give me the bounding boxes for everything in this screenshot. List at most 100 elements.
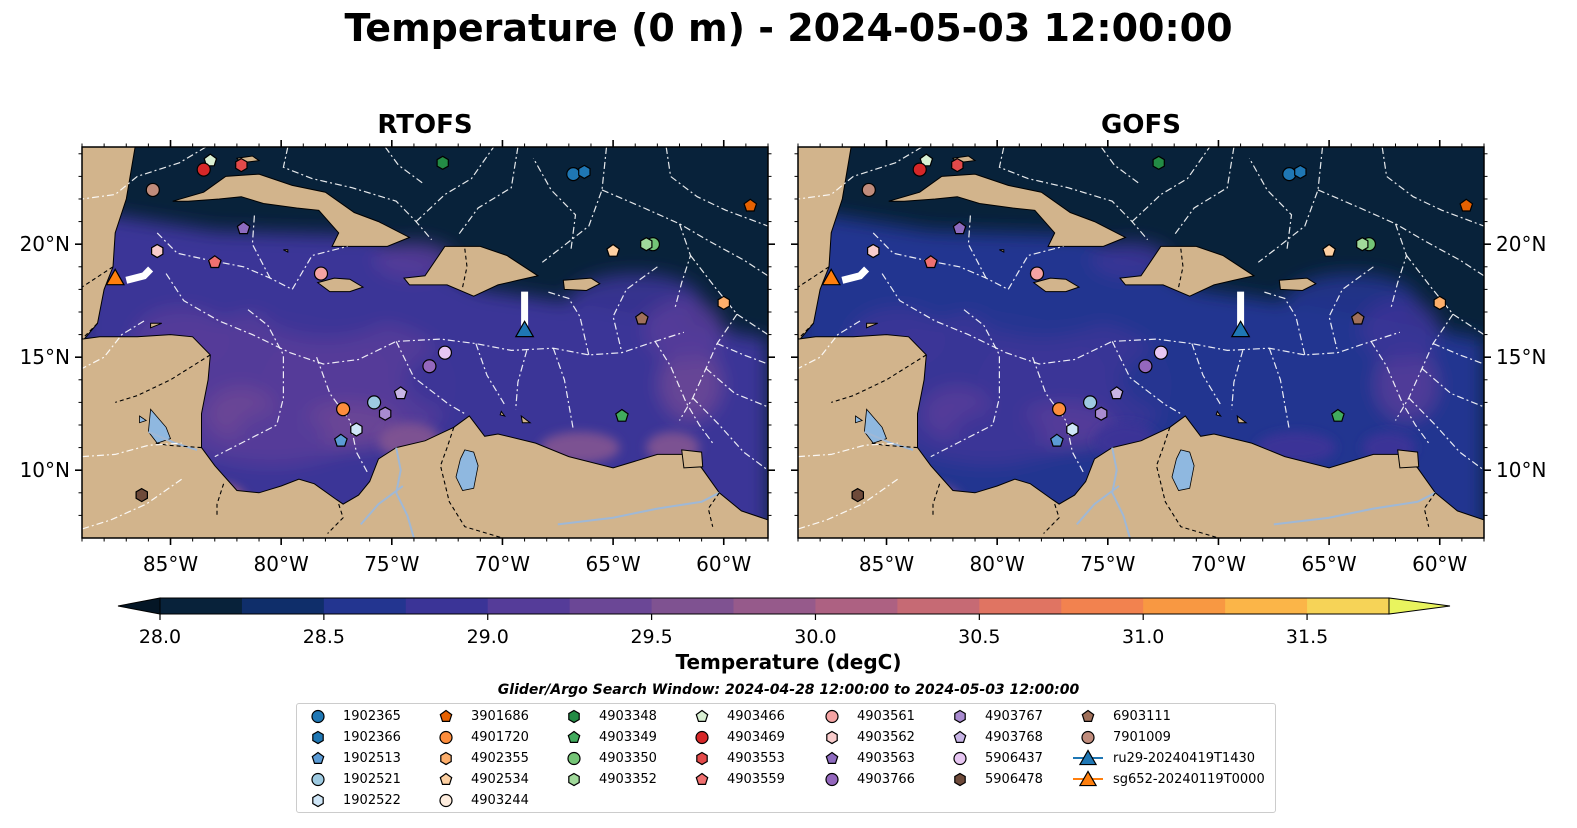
legend-item: 1902521 — [303, 769, 401, 789]
eez-boundary — [1370, 341, 1430, 444]
eez-boundary — [1421, 368, 1484, 408]
river — [1111, 447, 1131, 538]
float-marker — [393, 386, 408, 400]
legend-label: 5906478 — [985, 771, 1043, 787]
float-marker — [1350, 311, 1365, 325]
pentagon-marker-icon — [439, 709, 453, 722]
land — [1215, 410, 1222, 417]
eez-boundary — [415, 147, 495, 223]
legend-marker — [439, 793, 453, 808]
float-marker — [951, 157, 964, 173]
float-marker — [640, 237, 653, 252]
legend-marker — [439, 709, 453, 722]
legend-marker — [695, 709, 709, 722]
colorbar-tick-label: 30.0 — [794, 626, 836, 648]
float-marker — [578, 164, 591, 180]
legend-item: 4903466 — [687, 706, 785, 726]
triangle-marker-icon — [1073, 749, 1103, 766]
eez-boundary — [798, 478, 898, 530]
float-marker — [1094, 406, 1108, 421]
temperature-patch — [644, 298, 724, 362]
eez-boundary — [541, 147, 608, 263]
legend-marker — [825, 751, 839, 764]
legend-marker — [954, 709, 966, 724]
colorbar-bin — [897, 598, 980, 614]
legend-item: 4903350 — [559, 748, 657, 768]
float-marker — [436, 155, 449, 170]
glider-track — [125, 266, 154, 284]
lat-tick-label: 15°N — [20, 345, 70, 369]
country-border — [1043, 503, 1060, 534]
country-border — [831, 354, 927, 403]
float-marker — [151, 243, 164, 259]
colorbar-tick-label: 28.5 — [303, 626, 345, 648]
legend-marker — [567, 730, 581, 743]
legend-marker — [312, 793, 324, 808]
legend-marker — [568, 772, 580, 787]
float-marker — [1152, 155, 1165, 170]
float-marker — [313, 266, 329, 281]
colorbar-bin — [487, 598, 571, 614]
eez-boundary — [1406, 255, 1484, 336]
temperature-patch — [975, 275, 1108, 340]
country-border — [798, 266, 830, 288]
eez-boundary — [1257, 147, 1324, 263]
float-marker — [634, 311, 649, 325]
float-marker — [135, 487, 148, 503]
colorbar-bin — [1143, 598, 1226, 614]
land — [1278, 277, 1317, 292]
colorbar-bin — [1061, 598, 1144, 614]
legend-marker — [311, 772, 325, 787]
eez-boundary — [654, 341, 714, 444]
hexagon-marker-icon — [826, 730, 838, 745]
legend-item: 4903352 — [559, 769, 657, 789]
pentagon-marker-icon — [567, 730, 581, 743]
colorbar-tick-label: 29.0 — [467, 626, 509, 648]
float-marker — [851, 487, 865, 503]
eez-boundary — [1262, 291, 1306, 356]
colorbar-tick-label: 31.0 — [1122, 626, 1164, 648]
pentagon-marker-icon — [1081, 709, 1095, 722]
legend-label: 7901009 — [1113, 729, 1171, 745]
colorbar-bin — [815, 598, 898, 614]
land — [1032, 277, 1081, 293]
circle-marker-icon — [439, 793, 453, 808]
eez-boundary — [395, 341, 466, 415]
search-window-text: Glider/Argo Search Window: 2024-04-28 12… — [497, 682, 1080, 698]
float-marker — [1083, 395, 1098, 410]
legend-marker — [954, 772, 966, 787]
lon-tick-label: 60°W — [1412, 552, 1467, 576]
legend-label: 4903768 — [985, 729, 1043, 745]
temperature-patch — [1375, 348, 1438, 421]
legend-label: 4903349 — [599, 729, 657, 745]
float-marker — [912, 162, 927, 177]
legend-marker — [311, 709, 325, 724]
circle-marker-icon — [311, 772, 325, 787]
eez-boundary — [457, 147, 519, 236]
float-marker — [1356, 237, 1369, 252]
lon-tick-label: 80°W — [970, 552, 1025, 576]
float-marker — [203, 153, 218, 167]
legend-marker — [825, 772, 839, 787]
colorbar-under-extend — [117, 597, 161, 615]
float-marker — [1322, 243, 1337, 257]
country-border — [327, 503, 344, 534]
float-marker — [1331, 408, 1345, 422]
country-border — [439, 427, 503, 538]
legend-item: 4903768 — [945, 727, 1043, 747]
float-marker — [1153, 345, 1169, 360]
river — [1076, 485, 1120, 526]
country-border — [1155, 427, 1219, 538]
lon-tick-label: 75°W — [1080, 552, 1135, 576]
float-marker — [367, 395, 382, 410]
float-marker — [235, 157, 248, 173]
colorbar-bin — [651, 598, 735, 614]
legend-item: 4903349 — [559, 727, 657, 747]
lon-tick-label: 75°W — [364, 552, 419, 576]
legend-label: 1902521 — [343, 771, 401, 787]
circle-marker-icon — [695, 730, 709, 745]
temperature-patch — [405, 343, 556, 416]
temperature-patch — [387, 284, 485, 322]
legend-marker — [695, 772, 709, 785]
land — [520, 414, 532, 424]
